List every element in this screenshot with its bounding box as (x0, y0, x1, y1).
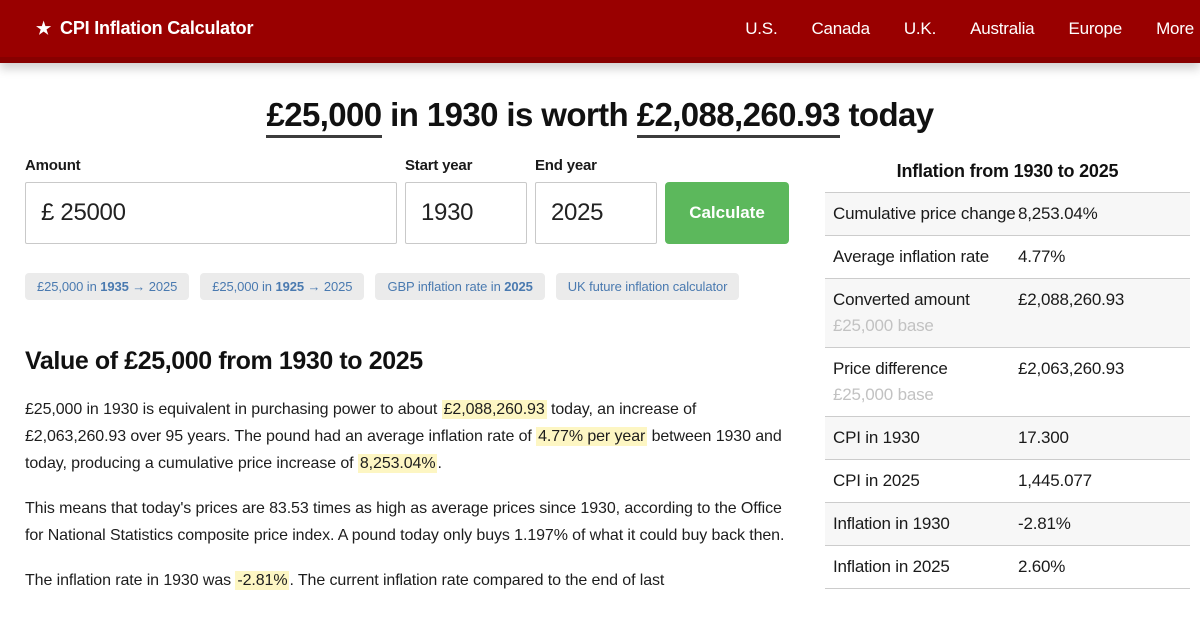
table-row-cpi-2025: CPI in 2025 1,445.077 (825, 460, 1190, 503)
page-title: £25,000 in 1930 is worth £2,088,260.93 t… (10, 96, 1190, 138)
calculate-button[interactable]: Calculate (665, 182, 789, 244)
headline-amount-to: £2,088,260.93 (636, 96, 841, 138)
nav-link-more[interactable]: More (1156, 18, 1194, 38)
star-icon: ★ (36, 18, 52, 38)
paragraph-1: £25,000 in 1930 is equivalent in purchas… (25, 400, 782, 473)
end-year-input[interactable] (535, 182, 657, 244)
related-link-gbp-rate[interactable]: GBP inflation rate in 2025 (375, 273, 545, 300)
amount-label: Amount (25, 157, 81, 174)
table-row-cpi-1930: CPI in 1930 17.300 (825, 417, 1190, 460)
highlight-converted-amount: £2,088,260.93 (441, 400, 547, 419)
highlight-avg-rate: 4.77% per year (536, 427, 648, 446)
table-row-price-difference: Price difference £25,000 base £2,063,260… (825, 348, 1190, 417)
paragraph-2: This means that today's prices are 83.53… (25, 500, 785, 544)
amount-input[interactable] (25, 182, 397, 244)
headline-middle: in 1930 is worth (381, 96, 637, 133)
table-row-cumulative-change: Cumulative price change 8,253.04% (825, 193, 1190, 236)
summary-table: Cumulative price change 8,253.04% Averag… (825, 192, 1190, 589)
paragraph-3: The inflation rate in 1930 was -2.81%. T… (25, 571, 665, 590)
nav-link-europe[interactable]: Europe (1068, 18, 1123, 38)
table-row-average-rate: Average inflation rate 4.77% (825, 236, 1190, 279)
amount-group: Amount (25, 157, 397, 244)
related-link-uk-future[interactable]: UK future inflation calculator (555, 273, 740, 300)
site-title: CPI Inflation Calculator (60, 18, 254, 38)
top-navigation-bar: ★ CPI Inflation Calculator U.S. Canada U… (0, 0, 1200, 63)
start-year-input[interactable] (405, 182, 527, 244)
summary-sidebar: Inflation from 1930 to 2025 Cumulative p… (825, 157, 1190, 612)
headline-amount-from: £25,000 (266, 96, 382, 138)
left-column: Amount Start year End year Calculate £25… (25, 157, 790, 612)
nav-link-canada[interactable]: Canada (811, 18, 870, 38)
site-brand[interactable]: ★ CPI Inflation Calculator (36, 18, 253, 39)
end-year-label: End year (535, 157, 597, 174)
table-row-inflation-2025: Inflation in 2025 2.60% (825, 546, 1190, 589)
start-year-group: Start year (405, 157, 527, 244)
nav-link-uk[interactable]: U.K. (903, 18, 937, 38)
nav-link-us[interactable]: U.S. (745, 18, 778, 38)
highlight-1930-rate: -2.81% (235, 571, 290, 590)
table-row-converted-amount: Converted amount £25,000 base £2,088,260… (825, 279, 1190, 348)
calculator-form: Amount Start year End year Calculate (25, 157, 790, 244)
base-amount-note: £25,000 base (833, 385, 934, 404)
related-link-1935[interactable]: £25,000 in 1935 → 2025 (25, 273, 190, 300)
headline-suffix: today (839, 96, 935, 133)
article: Value of £25,000 from 1930 to 2025 £25,0… (25, 347, 790, 594)
start-year-label: Start year (405, 157, 473, 174)
table-row-inflation-1930: Inflation in 1930 -2.81% (825, 503, 1190, 546)
highlight-cumulative-change: 8,253.04% (357, 454, 438, 473)
base-amount-note: £25,000 base (833, 316, 934, 335)
main-content: Amount Start year End year Calculate £25… (0, 157, 1200, 612)
section-heading: Value of £25,000 from 1930 to 2025 (25, 347, 423, 375)
end-year-group: End year (535, 157, 657, 244)
nav-link-australia[interactable]: Australia (970, 18, 1035, 38)
related-link-1925[interactable]: £25,000 in 1925 → 2025 (200, 273, 365, 300)
related-links: £25,000 in 1935 → 2025 £25,000 in 1925 →… (25, 273, 790, 300)
summary-table-title: Inflation from 1930 to 2025 (896, 161, 1119, 181)
country-nav: U.S. Canada U.K. Australia Europe More (745, 19, 1194, 39)
